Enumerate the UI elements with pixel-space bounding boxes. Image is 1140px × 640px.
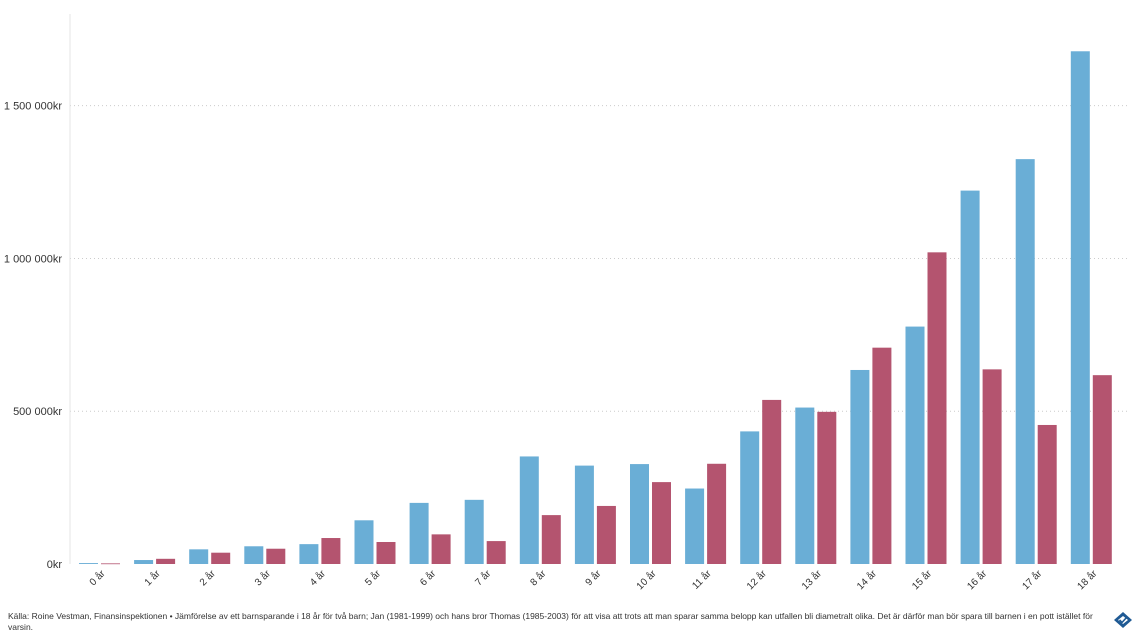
- x-tick-label: 5 år: [362, 567, 383, 588]
- gridlines: [70, 105, 1130, 412]
- bar-series-1[interactable]: [189, 549, 209, 564]
- x-tick-label: 2 år: [197, 567, 218, 588]
- bar-series-2[interactable]: [596, 505, 616, 564]
- bar-series-2[interactable]: [872, 347, 892, 564]
- x-tick-label: 15 år: [910, 567, 935, 592]
- x-tick-label: 14 år: [854, 567, 879, 592]
- x-axis-ticks: 0 år 1 år 2 år 3 år 4 år 5 år 6 år 7 år 8 år 9 år…: [87, 567, 1100, 592]
- y-tick-label: 1 000 000kr: [4, 253, 62, 265]
- bar-series-1[interactable]: [850, 369, 870, 564]
- bar-series-1[interactable]: [464, 499, 484, 564]
- bar-series-2[interactable]: [652, 482, 671, 564]
- bar-series-2[interactable]: [762, 399, 782, 564]
- bar-series-2[interactable]: [1037, 424, 1057, 564]
- source-caption: Källa: Roine Vestman, Finansinspektionen…: [8, 611, 1093, 632]
- bar-series-1[interactable]: [519, 456, 539, 564]
- bar-series-2[interactable]: [817, 411, 837, 564]
- x-tick-label: 7 år: [473, 567, 494, 588]
- bar-series-2[interactable]: [211, 552, 231, 564]
- bar-series-1[interactable]: [299, 544, 319, 564]
- x-tick-label: 6 år: [418, 567, 439, 588]
- bar-series-1[interactable]: [740, 431, 760, 564]
- bar-series-1[interactable]: [1070, 51, 1090, 565]
- bar-series-1[interactable]: [905, 326, 925, 564]
- bar-series-2[interactable]: [486, 541, 506, 564]
- bar-series-1[interactable]: [630, 464, 649, 564]
- bar-series-2[interactable]: [541, 515, 561, 564]
- bar-series-1[interactable]: [354, 520, 374, 564]
- bar-series-2[interactable]: [266, 548, 286, 564]
- bar-series-2[interactable]: [321, 538, 341, 564]
- bar-series-2[interactable]: [1092, 375, 1112, 564]
- x-tick-label: 11 år: [690, 567, 715, 592]
- diamond-check-icon[interactable]: [1113, 611, 1133, 629]
- y-tick-label: 500 000kr: [13, 406, 62, 418]
- x-tick-label: 0 år: [87, 567, 108, 588]
- x-tick-label: 9 år: [583, 567, 604, 588]
- x-tick-label: 12 år: [744, 567, 769, 592]
- bar-series-1[interactable]: [685, 488, 705, 564]
- x-tick-label: 17 år: [1020, 567, 1045, 592]
- x-tick-label: 8 år: [528, 567, 549, 588]
- x-tick-label: 4 år: [307, 567, 328, 588]
- bar-series-1[interactable]: [960, 190, 980, 564]
- x-tick-label: 13 år: [799, 567, 824, 592]
- bar-series-1[interactable]: [574, 465, 594, 564]
- bar-series-2[interactable]: [707, 463, 727, 564]
- x-tick-label: 18 år: [1075, 567, 1100, 592]
- bar-series-1[interactable]: [1015, 159, 1035, 564]
- x-tick-label: 1 år: [142, 567, 163, 588]
- bar-series-1[interactable]: [79, 563, 98, 564]
- bar-series-2[interactable]: [982, 369, 1002, 564]
- bars: [79, 51, 1112, 565]
- bar-series-2[interactable]: [156, 558, 176, 564]
- bar-series-2[interactable]: [101, 563, 120, 565]
- bar-series-1[interactable]: [795, 407, 815, 564]
- y-tick-label: 0kr: [47, 559, 63, 571]
- bar-series-1[interactable]: [134, 560, 154, 564]
- x-tick-label: 16 år: [965, 567, 990, 592]
- bar-series-1[interactable]: [244, 546, 264, 564]
- bar-series-2[interactable]: [927, 252, 947, 565]
- bar-series-1[interactable]: [409, 502, 429, 564]
- bar-series-2[interactable]: [431, 534, 451, 564]
- y-tick-label: 1 500 000kr: [4, 101, 62, 113]
- bar-chart: 0kr 500 000kr 1 000 000kr 1 500 000kr 0 år 1…: [4, 14, 1130, 592]
- bar-series-2[interactable]: [376, 542, 396, 564]
- x-tick-label: 3 år: [252, 567, 273, 588]
- y-axis-ticks: 0kr 500 000kr 1 000 000kr 1 500 000kr: [4, 101, 62, 571]
- x-tick-label: 10 år: [634, 567, 659, 592]
